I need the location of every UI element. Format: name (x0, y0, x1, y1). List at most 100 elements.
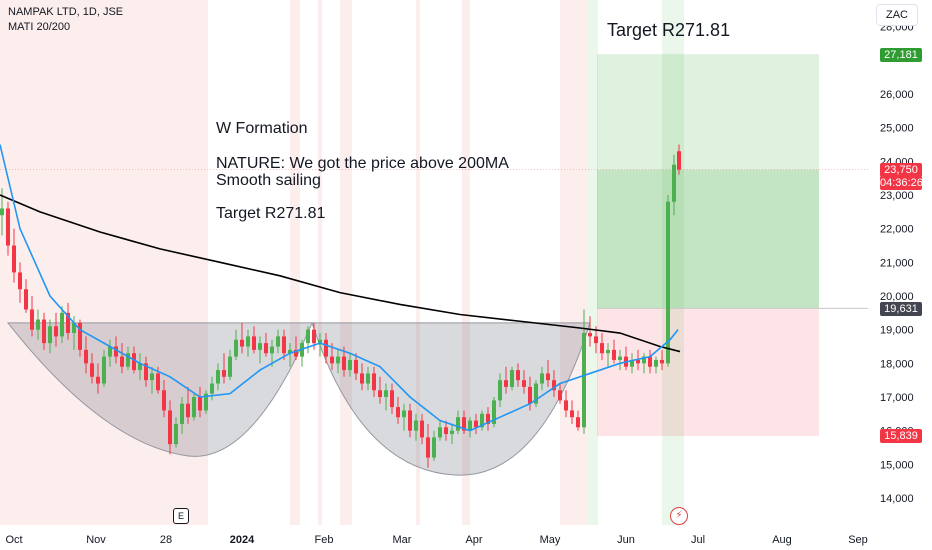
candle-3 (18, 272, 22, 290)
indicator-label[interactable]: MATI 20/200 (8, 21, 71, 33)
session-band-6 (560, 0, 588, 525)
last-price-tag: 23,750 (880, 163, 922, 177)
x-tick-label-5: Mar (393, 534, 412, 546)
candle-32 (192, 397, 196, 418)
candle-51 (306, 329, 310, 344)
candle-31 (186, 403, 190, 418)
candle-7 (42, 319, 46, 344)
candle-22 (132, 353, 136, 371)
session-band-5 (462, 0, 470, 525)
candle-8 (48, 326, 52, 344)
candle-35 (210, 383, 214, 394)
x-tick-label-8: Jun (617, 534, 635, 546)
y-tick-label-10: 17,000 (880, 392, 914, 404)
candle-92 (552, 380, 556, 391)
session-band-2 (318, 0, 322, 525)
candle-45 (270, 346, 274, 354)
candle-82 (492, 400, 496, 424)
candle-95 (570, 410, 574, 418)
candle-59 (354, 359, 358, 374)
candle-57 (342, 356, 346, 371)
candle-27 (162, 390, 166, 411)
candle-37 (222, 370, 226, 377)
candle-21 (126, 353, 130, 367)
candle-40 (240, 339, 244, 347)
candle-56 (336, 356, 340, 364)
loss-zone (597, 308, 819, 437)
candle-85 (510, 370, 514, 387)
candle-89 (534, 383, 538, 404)
countdown-tag: 04:36:26 (880, 176, 923, 190)
candle-26 (156, 373, 160, 391)
candle-69 (414, 420, 418, 431)
candle-33 (198, 397, 202, 411)
candle-20 (120, 356, 124, 367)
top-target-annotation: Target R271.81 (607, 20, 731, 40)
candle-42 (252, 336, 256, 350)
candle-53 (318, 339, 322, 344)
candle-46 (276, 336, 280, 347)
candle-77 (462, 417, 466, 431)
y-tick-label-1: 26,000 (880, 89, 914, 101)
x-tick-label-1: Nov (86, 534, 106, 546)
candle-10 (60, 312, 64, 337)
earnings-event-icon[interactable]: E (173, 508, 189, 524)
candle-106 (636, 359, 640, 364)
candle-90 (540, 373, 544, 384)
candle-97 (582, 333, 586, 428)
candle-67 (402, 410, 406, 418)
ma20-line (0, 144, 679, 432)
candle-94 (564, 400, 568, 411)
candle-78 (468, 420, 472, 431)
candle-5 (30, 309, 34, 330)
candle-12 (72, 322, 76, 334)
ma200-line (0, 194, 681, 353)
candle-9 (54, 326, 58, 337)
candle-29 (174, 423, 178, 445)
candle-4 (24, 289, 28, 310)
y-tick-label-7: 20,000 (880, 291, 914, 303)
candle-30 (180, 403, 184, 424)
symbol-title[interactable]: NAMPAK LTD, 1D, JSE (8, 6, 124, 18)
x-tick-label-10: Aug (772, 534, 792, 546)
x-tick-label-2: 28 (160, 534, 172, 546)
candle-13 (78, 322, 82, 350)
candle-43 (258, 343, 262, 350)
candle-58 (348, 359, 352, 371)
x-tick-label-7: May (540, 534, 561, 546)
y-tick-label-13: 14,000 (880, 493, 914, 505)
session-band-7 (588, 0, 598, 525)
candle-86 (516, 370, 520, 381)
candle-44 (264, 343, 268, 354)
candle-91 (546, 373, 550, 381)
candle-66 (396, 407, 400, 418)
profit-filled-zone (597, 169, 819, 309)
stop-price-tag: 15,839 (880, 429, 922, 443)
candle-100 (600, 343, 604, 354)
y-tick-label-4: 23,000 (880, 190, 914, 202)
candle-65 (390, 390, 394, 408)
candle-79 (474, 420, 478, 428)
flash-event-icon[interactable]: ⚡ (670, 507, 688, 525)
candle-64 (384, 390, 388, 397)
x-tick-label-0: Oct (5, 534, 22, 546)
candle-0 (0, 208, 4, 216)
candle-96 (576, 417, 580, 428)
y-tick-label-6: 21,000 (880, 257, 914, 269)
candle-102 (612, 349, 616, 360)
currency-selector[interactable]: ZAC (876, 4, 918, 26)
candle-2 (12, 245, 16, 273)
session-band-3 (340, 0, 352, 525)
candle-1 (6, 208, 10, 246)
candle-63 (378, 390, 382, 397)
candle-73 (438, 427, 442, 438)
candle-87 (522, 380, 526, 387)
y-tick-label-0: 28,000 (880, 22, 914, 34)
candle-110 (660, 359, 664, 364)
candle-49 (294, 349, 298, 357)
candle-18 (108, 346, 112, 357)
candle-6 (36, 319, 40, 330)
candle-101 (606, 349, 610, 354)
candle-111 (666, 201, 670, 364)
